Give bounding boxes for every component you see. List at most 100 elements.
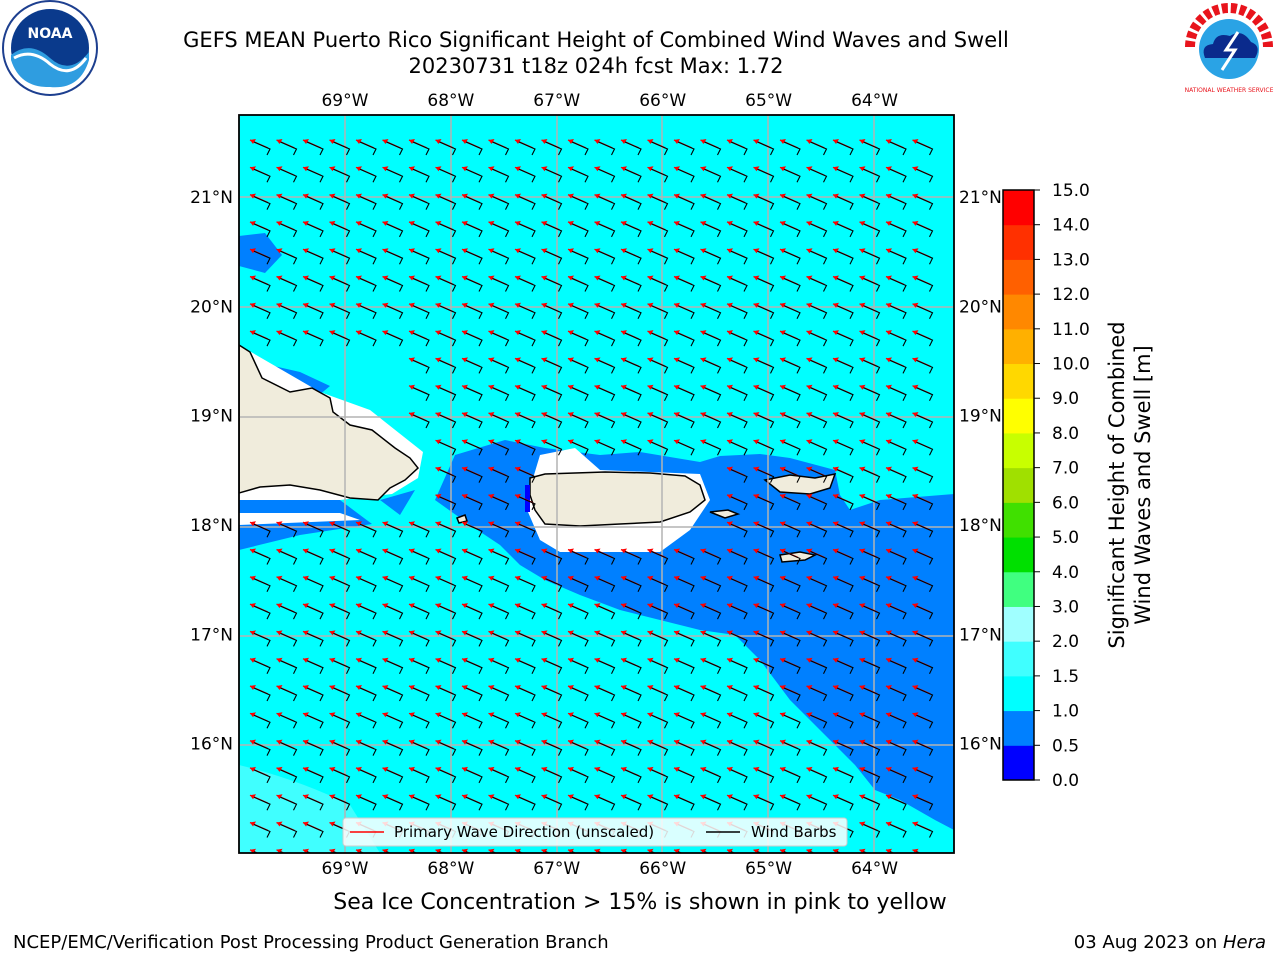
wind-barb	[571, 605, 589, 620]
wind-barb	[783, 632, 801, 647]
wave-arrowhead	[409, 330, 415, 336]
wave-arrowhead	[727, 712, 733, 718]
wave-arrowhead	[700, 439, 707, 445]
colorbar-tick-label: 0.5	[1052, 736, 1079, 756]
wave-arrowhead	[674, 848, 680, 853]
wave-arrowhead	[700, 685, 707, 690]
wind-barb	[704, 578, 722, 593]
wind-barb	[730, 441, 748, 456]
wave-arrowhead	[621, 220, 627, 226]
wind-barb	[492, 796, 510, 811]
wave-arrowhead	[912, 139, 919, 144]
wind-barb	[571, 250, 589, 265]
wind-barb	[571, 687, 589, 702]
wind-barb	[916, 687, 934, 702]
wind-barb	[704, 196, 722, 210]
wind-barb	[889, 714, 907, 729]
wind-barb	[412, 414, 430, 429]
wind-barb	[280, 660, 298, 674]
wave-arrowhead	[674, 739, 680, 745]
wave-arrowhead	[621, 603, 627, 609]
wind-barb	[465, 496, 483, 511]
wind-barb	[333, 250, 351, 265]
wind-barb	[810, 441, 828, 456]
wind-barb	[253, 660, 271, 674]
wind-barb	[836, 714, 854, 729]
wave-arrowhead	[303, 766, 309, 772]
wind-barb	[916, 441, 934, 456]
wind-barb	[386, 796, 404, 811]
wind-barb	[889, 469, 907, 483]
vieques-island	[709, 509, 741, 519]
wind-barb	[889, 605, 907, 620]
wave-arrowhead	[462, 248, 468, 254]
wind-barb	[624, 660, 642, 674]
wave-arrowhead	[700, 302, 707, 308]
wind-barb	[624, 250, 642, 265]
wave-arrowhead	[621, 657, 627, 663]
wave-arrowhead	[488, 439, 495, 445]
wind-barb	[465, 441, 483, 456]
wave-arrowhead	[382, 712, 389, 718]
wave-arrowhead	[859, 384, 866, 390]
wave-arrowhead	[833, 630, 839, 636]
wind-barb	[518, 250, 536, 265]
lon-tick-top: 65°W	[745, 91, 792, 111]
wave-arrowhead	[250, 302, 256, 308]
wave-arrowhead	[674, 657, 680, 663]
wave-arrowhead	[912, 384, 919, 390]
wind-barb	[889, 496, 907, 511]
wave-arrowhead	[912, 166, 919, 172]
wind-barb	[492, 469, 510, 483]
wind-barb	[651, 441, 669, 456]
wind-barb	[783, 796, 801, 811]
longitude-ticks-bottom: 69°W 68°W 67°W 66°W 65°W 64°W	[321, 859, 898, 879]
wind-barb	[518, 660, 536, 674]
wind-barb	[598, 414, 616, 429]
lat-tick-left: 18°N	[190, 516, 233, 536]
wind-barb	[545, 305, 563, 320]
wind-barb	[783, 605, 801, 620]
wave-arrowhead	[806, 848, 813, 853]
wave-arrowhead	[594, 603, 601, 609]
wave-arrowhead	[912, 220, 919, 226]
wave-arrowhead	[727, 493, 733, 499]
wave-arrowhead	[462, 193, 468, 199]
wind-barb	[306, 687, 324, 702]
wave-arrowhead	[594, 848, 601, 853]
wave-arrowhead	[647, 548, 654, 554]
wind-barb	[783, 441, 801, 456]
wind-barb	[730, 141, 748, 156]
wave-arrowhead	[568, 384, 574, 390]
wave-arrowhead	[727, 685, 733, 690]
wave-arrowhead	[435, 848, 442, 853]
wave-arrowhead	[859, 821, 866, 827]
wind-barb	[253, 742, 271, 756]
latitude-ticks-right: 21°N 20°N 19°N 18°N 17°N 16°N	[959, 188, 1002, 755]
wind-barb	[651, 223, 669, 238]
wind-barb	[571, 632, 589, 647]
lon-tick-top: 68°W	[427, 91, 474, 111]
wind-barb	[571, 414, 589, 429]
wave-arrowhead	[568, 685, 574, 690]
wave-arrowhead	[859, 630, 866, 636]
noaa-logo: NOAA	[2, 0, 98, 96]
wave-arrowhead	[250, 685, 256, 690]
wind-barb	[492, 277, 510, 292]
wave-arrowhead	[806, 603, 813, 609]
wind-barb	[651, 414, 669, 429]
wind-barb	[757, 523, 775, 538]
wave-arrowhead	[488, 139, 495, 144]
wave-arrowhead	[435, 603, 442, 609]
wind-barb	[730, 250, 748, 265]
wave-arrowhead	[250, 603, 256, 609]
wind-barb	[836, 660, 854, 674]
wind-barb	[757, 714, 775, 729]
wind-barb	[757, 305, 775, 320]
wave-arrowhead	[382, 548, 389, 554]
wave-arrowhead	[541, 848, 548, 853]
wave-arrowhead	[647, 766, 654, 772]
wave-arrowhead	[329, 139, 336, 144]
wind-barb	[624, 687, 642, 702]
wind-barb	[810, 742, 828, 756]
